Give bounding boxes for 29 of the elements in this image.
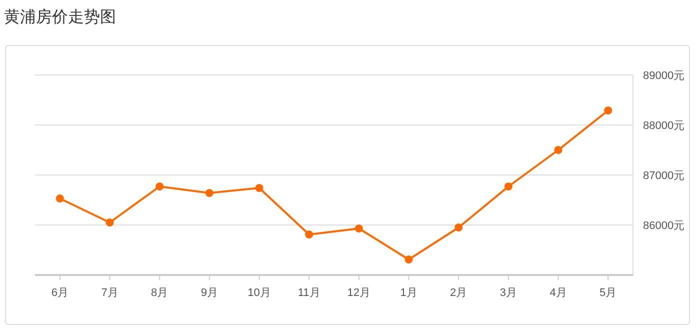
- x-tick-label: 1月: [400, 287, 418, 299]
- point: [454, 224, 463, 232]
- y-tick-label: 89000元: [643, 70, 685, 82]
- x-tick-label: 8月: [151, 287, 168, 299]
- chart-title: 黄浦房价走势图: [4, 8, 116, 26]
- point: [305, 230, 314, 238]
- point: [106, 218, 114, 226]
- x-tick-label: 9月: [200, 287, 218, 299]
- point: [156, 182, 164, 190]
- x-tick-label: 10月: [248, 287, 271, 299]
- x-tick-label: 12月: [347, 287, 371, 299]
- x-tick-label: 4月: [550, 287, 567, 299]
- x-tick-label: 6月: [51, 287, 68, 299]
- x-tick-label: 7月: [101, 287, 118, 299]
- point: [404, 256, 413, 264]
- point: [56, 194, 64, 202]
- point: [554, 146, 562, 154]
- point: [504, 182, 512, 190]
- x-tick-label: 11月: [298, 287, 320, 299]
- y-tick-label: 87000元: [643, 170, 685, 182]
- x-tick-label: 5月: [600, 287, 617, 299]
- y-tick-label: 88000元: [643, 120, 685, 132]
- x-tick-label: 2月: [450, 287, 468, 299]
- point: [354, 224, 363, 232]
- y-tick-label: 86000元: [643, 220, 685, 232]
- point: [604, 106, 612, 114]
- point: [205, 189, 214, 197]
- point: [255, 184, 264, 192]
- x-tick-label: 3月: [500, 287, 517, 299]
